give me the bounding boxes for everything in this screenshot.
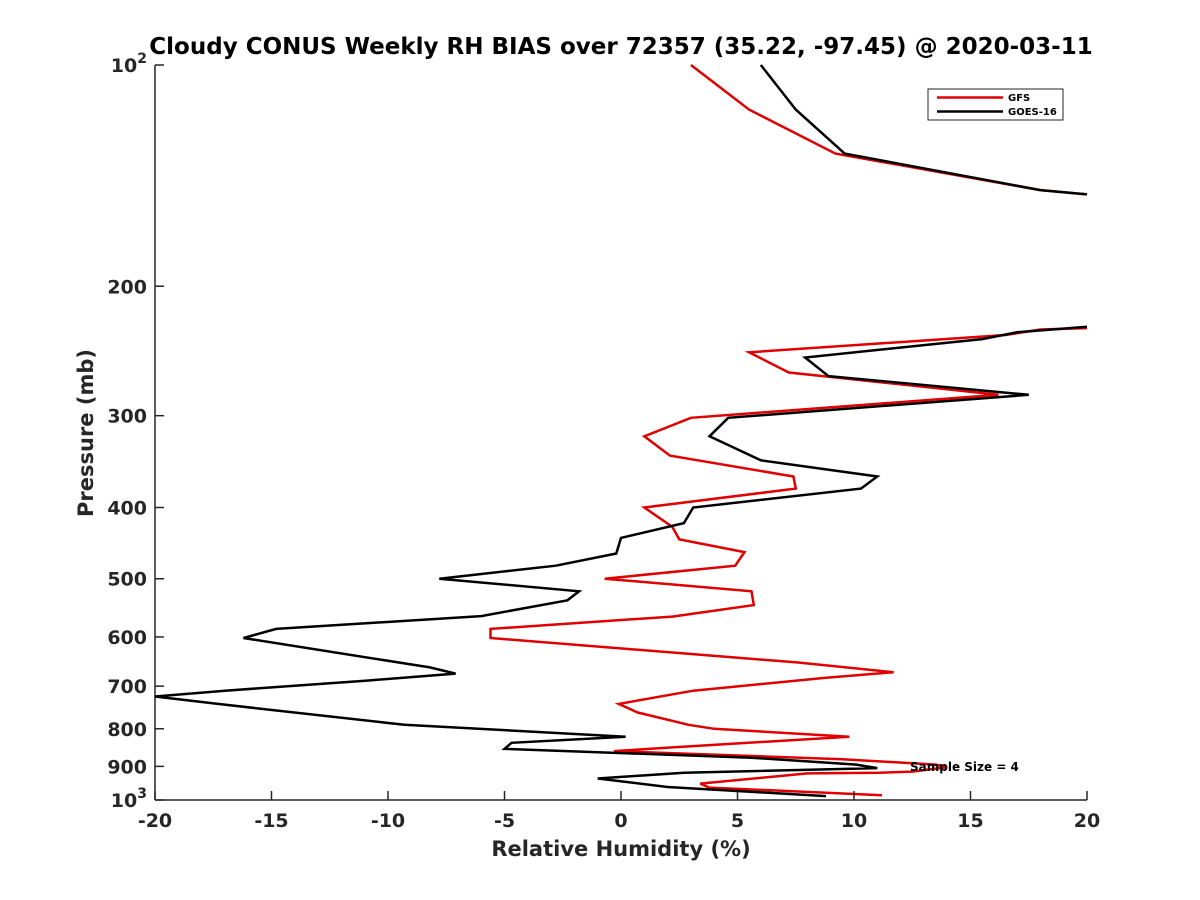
sample-size-annotation: Sample Size = 4	[910, 760, 1019, 774]
x-tick-label: 20	[1074, 810, 1100, 832]
legend-label-goes16: GOES-16	[1008, 107, 1057, 118]
series-layer	[154, 64, 1088, 798]
legend-box	[927, 88, 1064, 121]
y-tick-label: 900	[107, 756, 147, 778]
y-axis-label: Pressure (mb)	[74, 349, 98, 517]
y-tick-label: 300	[107, 406, 147, 428]
x-tick-label: -5	[494, 810, 515, 832]
x-axis-ticks: -20 -15 -10 -5 0 5 10 15 20	[138, 791, 1100, 832]
series-line-gfs-segment-0	[690, 64, 1088, 196]
x-tick-label: 0	[614, 810, 627, 832]
y-tick-label: 800	[107, 719, 147, 741]
y-tick-label: 103	[111, 786, 147, 812]
legend: GFS GOES-16	[927, 88, 1064, 121]
y-tick-label: 400	[107, 498, 147, 520]
x-tick-label: -15	[254, 810, 288, 832]
y-tick-label: 500	[107, 569, 147, 591]
y-tick-label: 102	[111, 51, 147, 77]
series-line-gfs-segment-1	[489, 326, 1088, 797]
x-axis-label: Relative Humidity (%)	[491, 837, 750, 861]
series-line-goes16-segment-1	[154, 325, 1088, 798]
x-tick-label: -20	[138, 810, 172, 832]
y-tick-label: 600	[107, 627, 147, 649]
x-tick-label: -10	[371, 810, 405, 832]
y-tick-label: 200	[107, 276, 147, 298]
legend-label-gfs: GFS	[1008, 93, 1030, 104]
series-line-goes16-segment-0	[759, 64, 1088, 196]
y-axis-ticks: 102 200 300 400 500 600 700 800 900 103	[107, 51, 164, 812]
x-tick-label: 15	[957, 810, 983, 832]
y-tick-label: 700	[107, 676, 147, 698]
plot-area	[154, 65, 1087, 801]
x-tick-label: 5	[731, 810, 744, 832]
chart-title: Cloudy CONUS Weekly RH BIAS over 72357 (…	[149, 34, 1092, 60]
x-tick-label: 10	[841, 810, 867, 832]
